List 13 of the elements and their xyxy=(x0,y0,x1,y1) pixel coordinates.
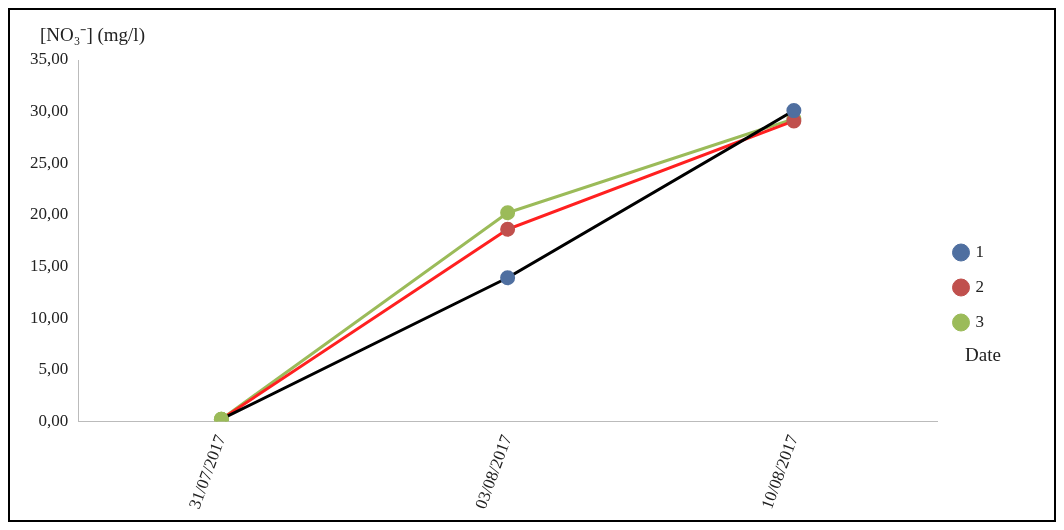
legend-label: 3 xyxy=(975,311,984,331)
y-tick-label: 20,00 xyxy=(30,204,69,224)
y-axis-title: [NO₃⁻] (mg/l) xyxy=(40,24,145,47)
y-tick-label: 30,00 xyxy=(30,101,69,121)
y-tick-label: 35,00 xyxy=(30,49,69,69)
x-axis-title: Date xyxy=(965,344,1001,366)
legend-label: 2 xyxy=(975,276,984,296)
y-tick-label: 0,00 xyxy=(38,410,69,430)
y-tick-label: 15,00 xyxy=(30,255,69,275)
legend-label: 1 xyxy=(975,241,984,261)
y-tick-label: 5,00 xyxy=(38,359,69,379)
y-tick-label: 25,00 xyxy=(30,152,69,172)
y-tick-label: 10,00 xyxy=(30,307,69,327)
